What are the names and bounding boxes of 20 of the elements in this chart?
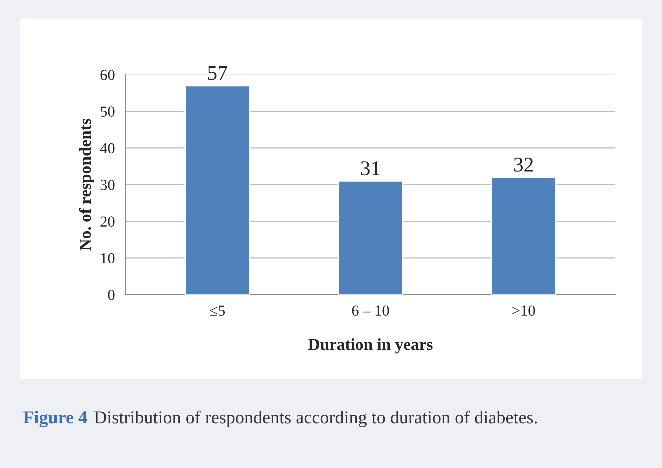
data-label: 57 [208, 66, 228, 80]
caption: Figure 4 [23, 411, 88, 428]
bar [338, 180, 404, 295]
y-tick-label: 50 [100, 106, 115, 117]
y-axis-title: No. of respondents [79, 118, 95, 251]
x-tick-label: ≤5 [210, 306, 226, 316]
bar [490, 176, 557, 295]
y-tick-label: 30 [100, 180, 115, 190]
x-axis-title: Duration in years [308, 338, 433, 354]
y-tick-label: 60 [100, 70, 115, 80]
y-tick-label: 40 [100, 143, 115, 154]
text: Distribution of respondents according to duration of diabetes. [94, 410, 538, 428]
y-tick-label: 0 [108, 290, 115, 300]
bar [184, 85, 250, 295]
y-tick-label: 20 [100, 216, 115, 227]
x-tick-label: 6 – 10 [352, 306, 390, 316]
data-label: 31 [361, 162, 380, 176]
x-tick-label: >10 [512, 306, 536, 316]
data-label: 32 [514, 158, 534, 172]
y-tick-label: 10 [101, 253, 115, 264]
